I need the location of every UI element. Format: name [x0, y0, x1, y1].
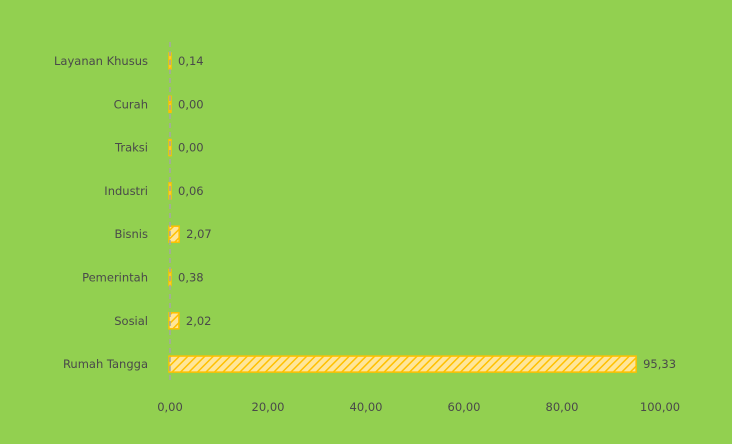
data-label: 2,02: [186, 314, 212, 328]
bar: [168, 138, 172, 157]
x-tick-label: 20,00: [252, 400, 285, 414]
data-label: 0,06: [178, 184, 204, 198]
data-label: 0,38: [178, 271, 204, 285]
data-label: 0,00: [178, 97, 204, 111]
x-tick-label: 100,00: [640, 400, 680, 414]
category-label: Pemerintah: [82, 271, 148, 285]
data-label: 2,07: [186, 227, 212, 241]
bar: [168, 225, 180, 243]
data-label: 0,00: [178, 141, 204, 155]
x-tick-label: 0,00: [157, 400, 183, 414]
category-label: Curah: [114, 97, 148, 111]
category-label: Sosial: [114, 314, 148, 328]
category-label: Rumah Tangga: [63, 357, 148, 371]
bar: [168, 355, 637, 373]
category-label: Layanan Khusus: [54, 54, 148, 68]
data-label: 0,14: [178, 54, 204, 68]
category-label: Traksi: [114, 141, 148, 155]
bar: [168, 312, 180, 330]
category-label: Industri: [104, 184, 148, 198]
x-tick-label: 60,00: [448, 400, 481, 414]
x-tick-label: 40,00: [350, 400, 383, 414]
data-label: 95,33: [643, 357, 676, 371]
x-tick-label: 80,00: [546, 400, 579, 414]
category-label: Bisnis: [114, 227, 148, 241]
